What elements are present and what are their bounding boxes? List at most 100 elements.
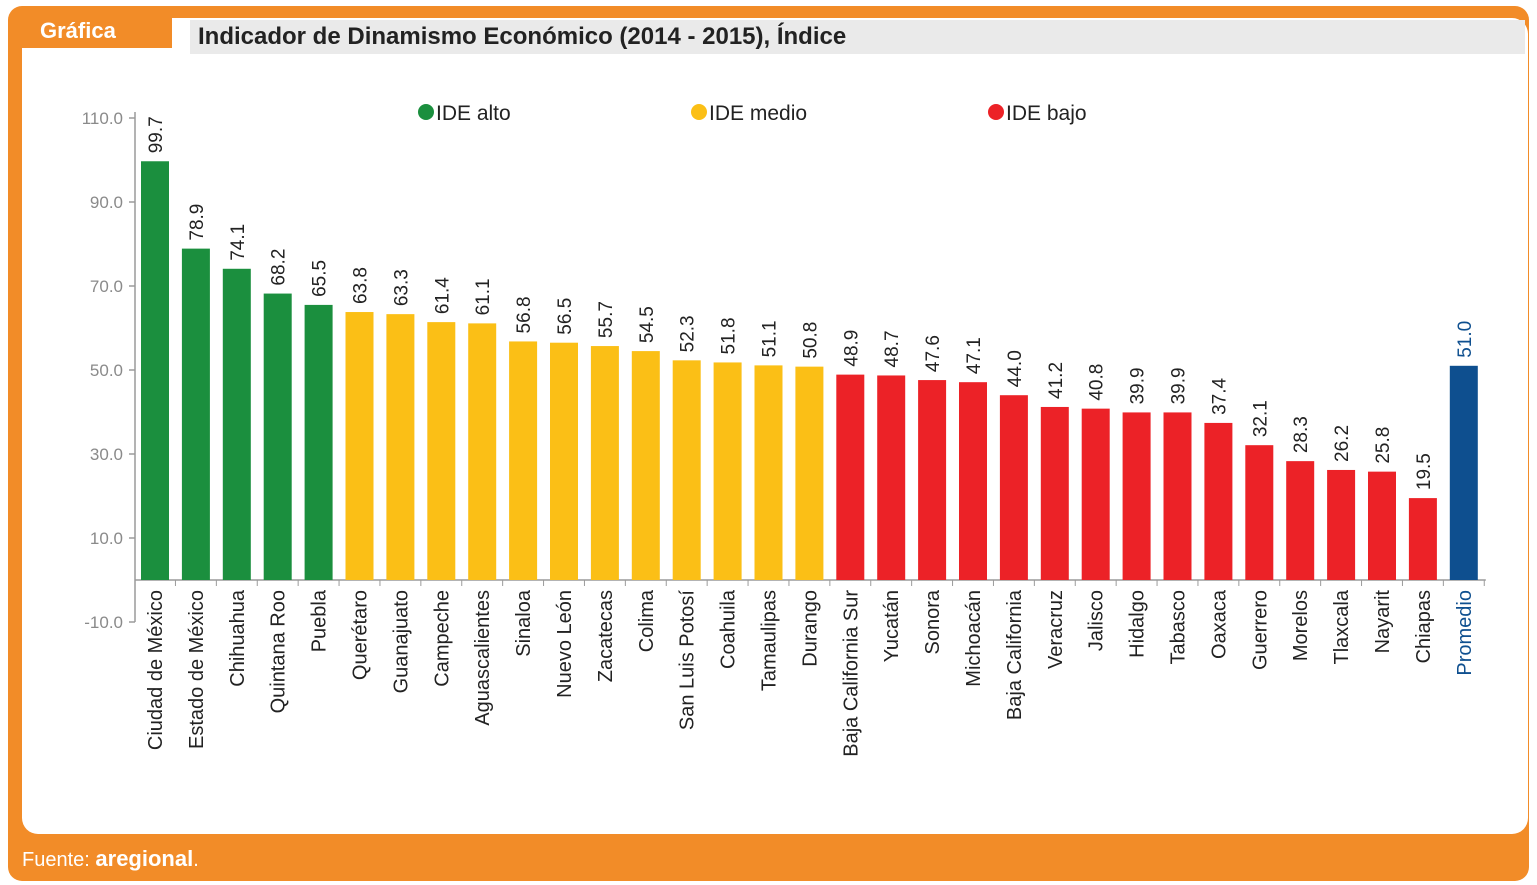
bar-value-label: 56.8 (514, 296, 535, 333)
x-axis-labels: Ciudad de México Estado de México Chihuahu… (145, 589, 1476, 757)
category-label: Yucatán (881, 590, 903, 662)
bar (1327, 469, 1356, 580)
bar (345, 312, 374, 580)
y-tick-label: 10.0 (90, 529, 123, 548)
category-label: Sinaloa (513, 589, 535, 657)
category-label: Chiapas (1413, 590, 1435, 663)
category-label: Tabasco (1168, 590, 1190, 665)
category-label: Promedio (1454, 590, 1476, 676)
y-tick-label: 90.0 (90, 193, 123, 212)
bar (1163, 412, 1192, 580)
bar (918, 380, 947, 580)
category-label: San Luis Potosí (677, 590, 699, 731)
bar (427, 322, 456, 580)
category-label: Campeche (431, 590, 453, 687)
category-label: Morelos (1290, 590, 1312, 661)
bar-value-label: 41.2 (1046, 362, 1067, 399)
y-tick-label: -10.0 (84, 613, 123, 632)
y-tick-label: 70.0 (90, 277, 123, 296)
bar-value-label: 63.8 (351, 267, 372, 304)
bar (1245, 445, 1274, 580)
footer-source: Fuente: aregional. (22, 846, 199, 872)
legend-marker (418, 104, 434, 120)
chart-title: Indicador de Dinamismo Económico (2014 -… (198, 23, 847, 50)
category-label: Chihuahua (227, 589, 249, 687)
bar-value-label: 48.7 (882, 330, 903, 367)
bar (631, 351, 660, 580)
category-label: Tlaxcala (1331, 589, 1353, 664)
grafica-badge-label: Gráfica (40, 18, 116, 43)
bar (263, 293, 292, 580)
bar-value-label: 19.5 (1414, 453, 1435, 490)
category-label: Tamaulipas (759, 590, 781, 691)
category-label: Jalisco (1086, 590, 1108, 651)
legend-label: IDE medio (709, 102, 807, 125)
bar-value-label: 68.2 (269, 249, 290, 286)
bar-value-label: 51.1 (760, 320, 781, 357)
legend-marker (988, 104, 1004, 120)
value-labels: 99.7 78.9 74.1 68.2 65.5 63.8 63.3 61.4 61.1 56.8… (146, 116, 1476, 490)
category-label: Ciudad de México (145, 590, 167, 750)
bar-value-label: 61.1 (473, 278, 494, 315)
bar (468, 323, 497, 580)
legend-marker (691, 104, 707, 120)
bar-value-label: 74.1 (228, 224, 249, 261)
bar-value-label: 52.3 (678, 315, 699, 352)
bar-value-label: 48.9 (841, 330, 862, 367)
bar (1081, 408, 1110, 580)
bar (1286, 461, 1315, 580)
category-label: Puebla (309, 589, 331, 652)
category-label: Guerrero (1249, 590, 1271, 670)
y-tick-label: 50.0 (90, 361, 123, 380)
bar (1408, 498, 1437, 580)
bar-value-label: 50.8 (800, 322, 821, 359)
category-label: Michoacán (963, 590, 985, 687)
bar (1204, 422, 1233, 580)
bar-value-label: 37.4 (1209, 378, 1230, 415)
category-label: Quintana Roo (268, 590, 290, 713)
category-label: Sonora (922, 589, 944, 654)
bar (959, 382, 987, 580)
bar-value-label: 61.4 (432, 277, 453, 314)
source-label: Fuente: (22, 849, 90, 871)
category-label: Nayarit (1372, 590, 1394, 654)
bar (386, 314, 415, 580)
bar (877, 375, 906, 580)
bar (1449, 365, 1478, 580)
category-label: Estado de México (186, 590, 208, 749)
bar (836, 374, 865, 580)
y-tick-label: 110.0 (82, 109, 123, 128)
bar-value-label: 63.3 (391, 269, 412, 306)
category-label: Oaxaca (1208, 589, 1230, 659)
bar-value-label: 44.0 (1005, 350, 1026, 387)
bar (509, 341, 538, 580)
bar-value-label: 51.0 (1455, 321, 1476, 358)
bar-value-label: 65.5 (310, 260, 331, 297)
category-label: Querétaro (350, 590, 372, 680)
category-label: Hidalgo (1127, 590, 1149, 658)
title-bar (190, 20, 1525, 54)
category-label: Nuevo León (554, 590, 576, 698)
bar-value-label: 99.7 (146, 116, 167, 153)
bar (304, 304, 333, 580)
bar-value-label: 39.9 (1169, 367, 1190, 404)
bar-value-label: 28.3 (1291, 416, 1312, 453)
category-label: Aguascalientes (472, 590, 494, 726)
bar-value-label: 39.9 (1128, 367, 1149, 404)
bar-value-label: 32.1 (1250, 400, 1271, 437)
bar-value-label: 56.5 (555, 298, 576, 335)
bar (550, 342, 578, 580)
bar (1368, 471, 1396, 580)
category-label: Baja California (1004, 589, 1026, 720)
source-brand: aregional (95, 846, 194, 871)
category-label: Zacatecas (595, 590, 617, 682)
y-tick-label: 30.0 (90, 445, 123, 464)
grafica-badge (22, 14, 172, 48)
bar (590, 346, 619, 580)
bar-value-label: 47.1 (964, 337, 985, 374)
bar (672, 360, 701, 580)
category-label: Colima (636, 589, 658, 652)
bar (999, 395, 1028, 580)
category-label: Veracruz (1045, 590, 1067, 669)
